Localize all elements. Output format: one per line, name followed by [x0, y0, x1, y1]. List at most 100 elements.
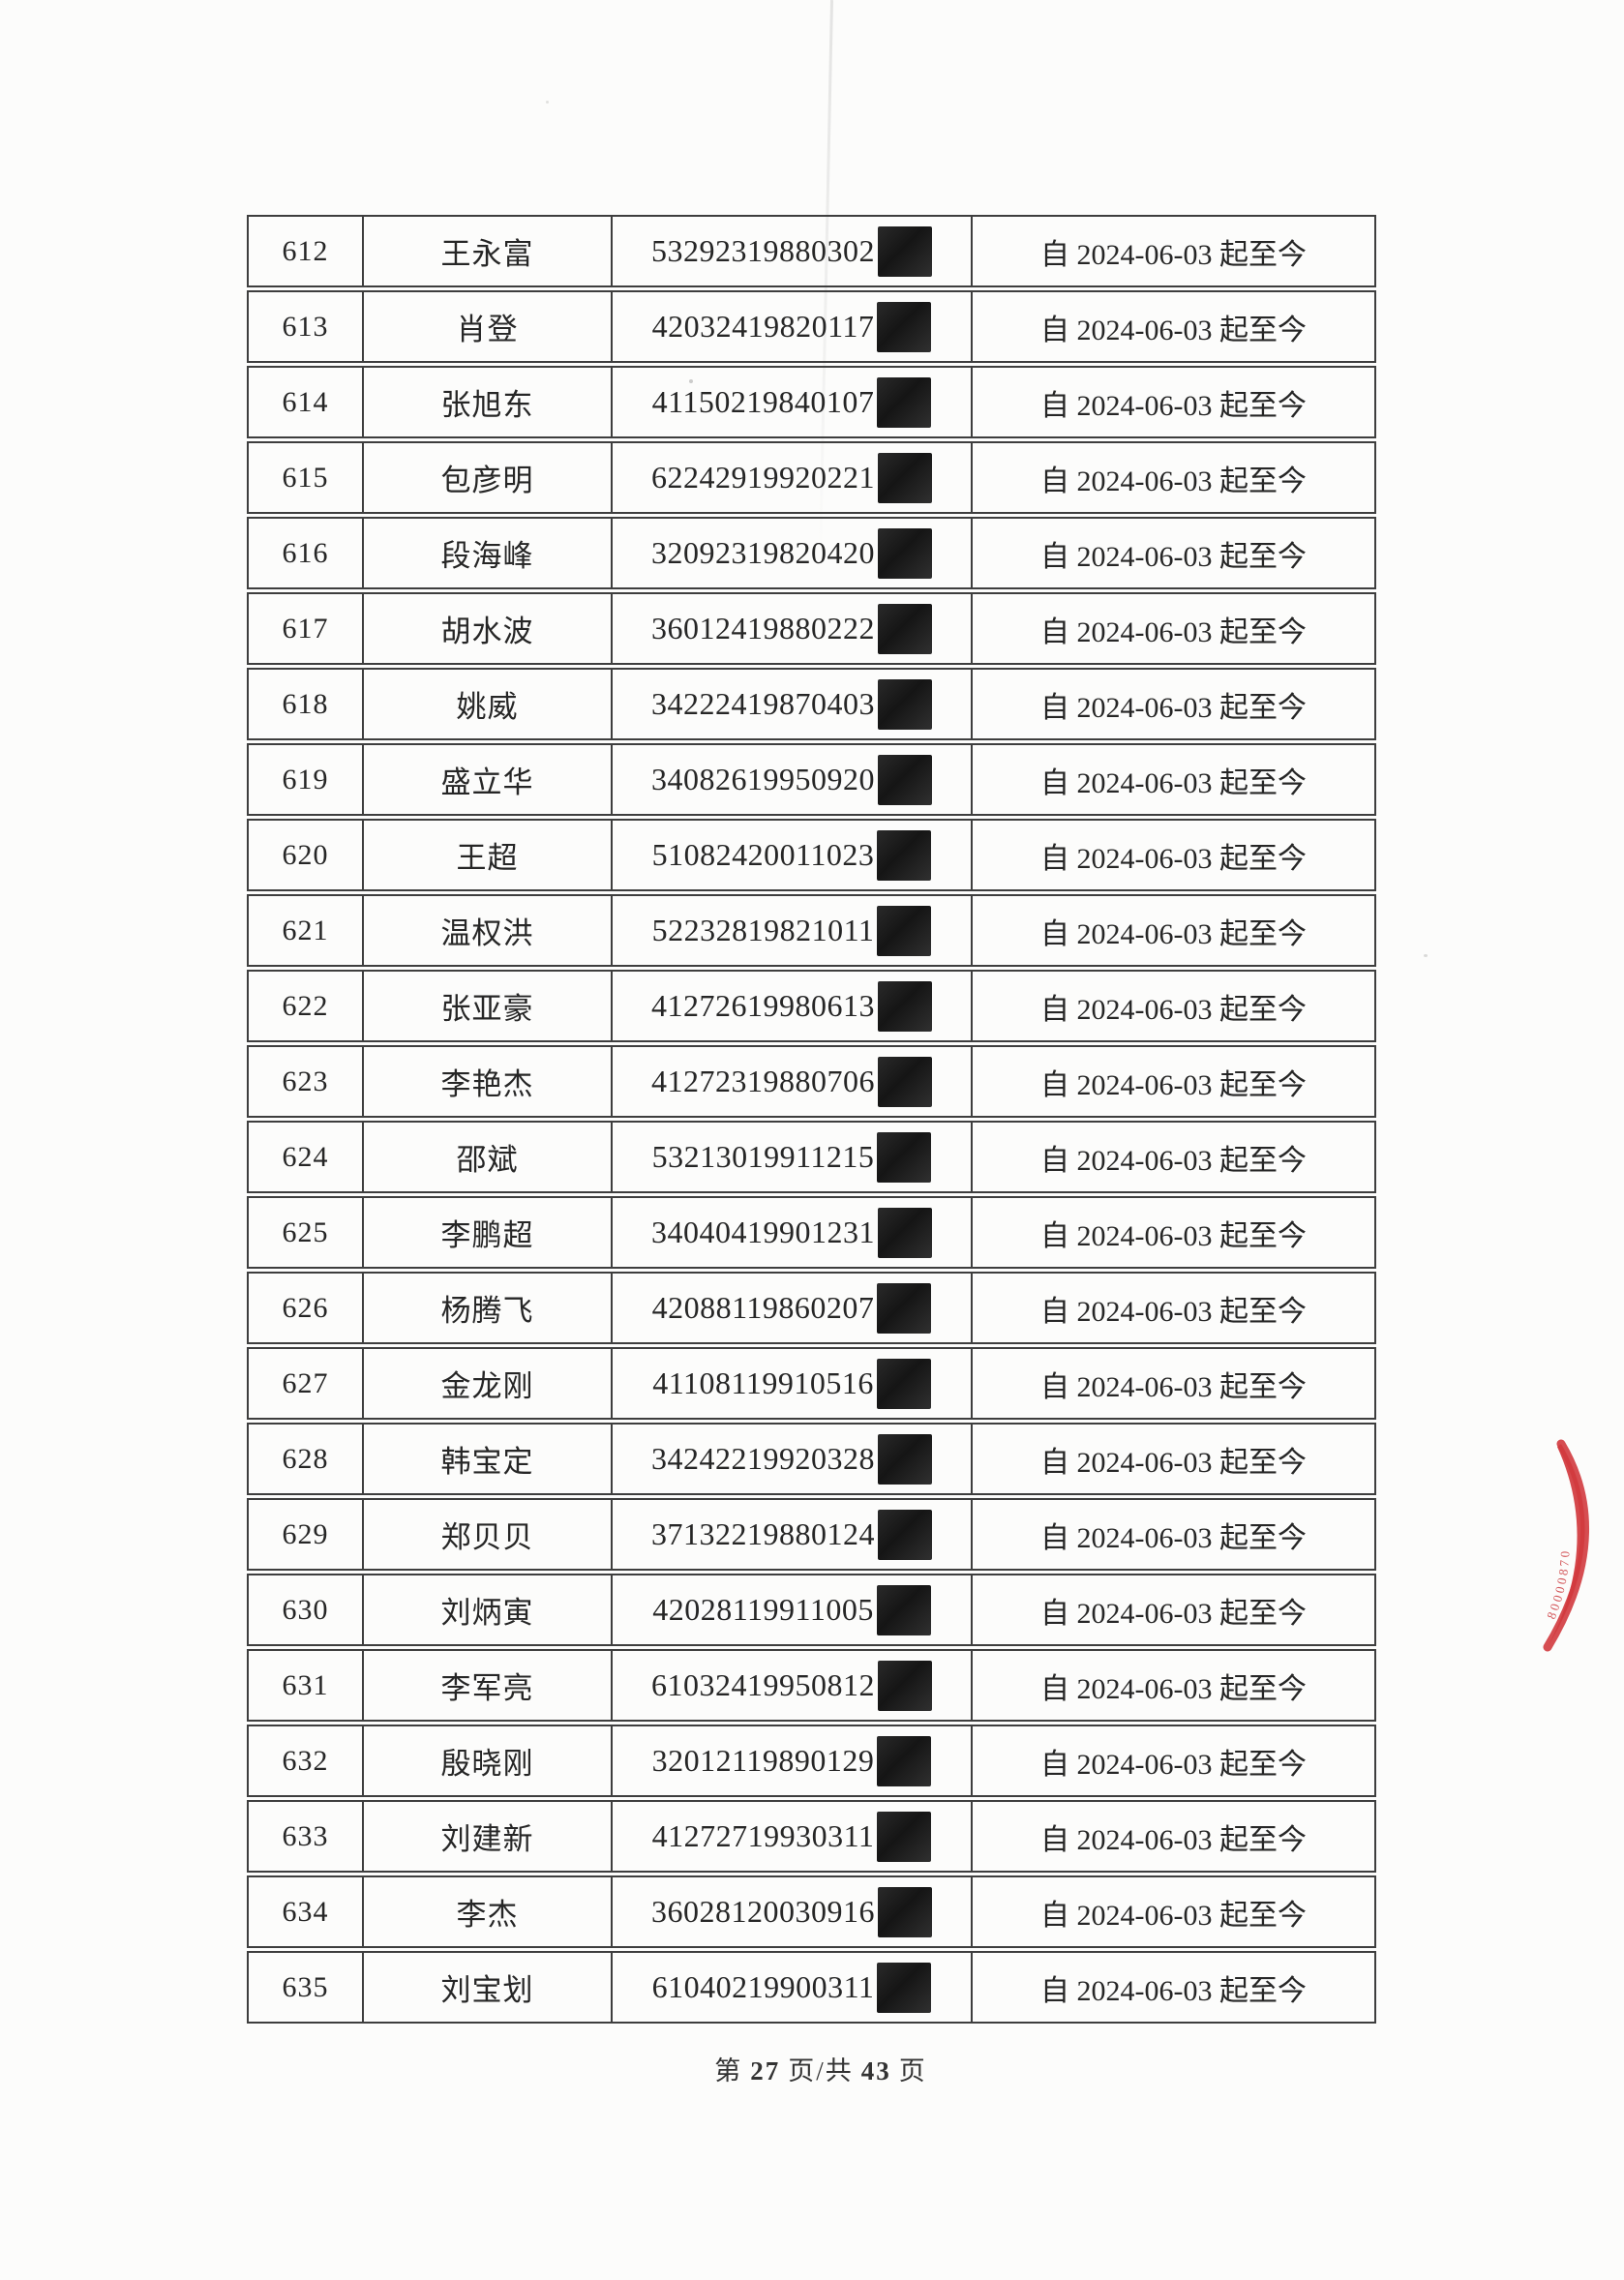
redaction-box: [877, 1735, 932, 1786]
validity-period: 自 2024-06-03 起至今: [1040, 1899, 1307, 1932]
id-cell: 34242219920328: [611, 1425, 971, 1493]
person-name: 包彦明: [440, 464, 534, 497]
period-cell: 自 2024-06-03 起至今: [971, 1953, 1374, 2022]
person-name: 张亚豪: [440, 992, 534, 1026]
name-cell: 温权洪: [362, 896, 611, 965]
serial-cell: 622: [249, 972, 362, 1040]
id-cell: 52232819821011: [611, 896, 971, 965]
validity-period: 自 2024-06-03 起至今: [1040, 1748, 1307, 1781]
redaction-box: [878, 1207, 932, 1258]
id-cell: 42032419820117: [611, 292, 971, 361]
serial-cell: 625: [249, 1198, 362, 1267]
redaction-box: [878, 603, 932, 654]
serial-number: 634: [282, 1895, 329, 1928]
footer-total-pages: 43: [860, 2056, 891, 2085]
name-cell: 肖登: [362, 292, 611, 361]
period-cell: 自 2024-06-03 起至今: [971, 896, 1374, 965]
name-cell: 金龙刚: [362, 1349, 611, 1418]
table-row: 615 包彦明 62242919920221 自 2024-06-03 起至今: [247, 441, 1376, 514]
redaction-box: [877, 376, 932, 428]
person-name: 王永富: [440, 237, 534, 271]
id-number: 61032419950812: [651, 1667, 875, 1702]
person-name: 刘宝划: [440, 1973, 534, 2007]
serial-cell: 629: [249, 1500, 362, 1569]
validity-period: 自 2024-06-03 起至今: [1040, 1672, 1307, 1705]
table-row: 616 段海峰 32092319820420 自 2024-06-03 起至今: [247, 517, 1376, 589]
validity-period: 自 2024-06-03 起至今: [1040, 842, 1307, 875]
serial-number: 617: [282, 612, 329, 645]
validity-period: 自 2024-06-03 起至今: [1040, 1446, 1307, 1479]
id-cell: 34082619950920: [611, 745, 971, 814]
id-cell: 41272319880706: [611, 1047, 971, 1116]
name-cell: 刘宝划: [362, 1953, 611, 2022]
serial-cell: 634: [249, 1877, 362, 1946]
redaction-box: [877, 1282, 932, 1334]
period-cell: 自 2024-06-03 起至今: [971, 1726, 1374, 1795]
id-number: 41272719930311: [651, 1818, 875, 1853]
name-cell: 王超: [362, 821, 611, 889]
serial-number: 633: [282, 1819, 329, 1852]
id-number: 34242219920328: [651, 1441, 875, 1476]
serial-cell: 635: [249, 1953, 362, 2022]
period-cell: 自 2024-06-03 起至今: [971, 1575, 1374, 1644]
name-cell: 殷晓刚: [362, 1726, 611, 1795]
id-cell: 62242919920221: [611, 443, 971, 512]
period-cell: 自 2024-06-03 起至今: [971, 368, 1374, 436]
name-cell: 李杰: [362, 1877, 611, 1946]
redaction-box: [876, 1358, 931, 1409]
person-name: 刘炳寅: [440, 1596, 534, 1630]
redaction-box: [877, 1962, 932, 2013]
name-cell: 王永富: [362, 217, 611, 285]
id-cell: 61032419950812: [611, 1651, 971, 1720]
period-cell: 自 2024-06-03 起至今: [971, 1425, 1374, 1493]
redaction-box: [877, 301, 932, 352]
id-cell: 53292319880302: [611, 217, 971, 285]
validity-period: 自 2024-06-03 起至今: [1040, 314, 1307, 346]
svg-text:80000870: 80000870: [1544, 1548, 1573, 1621]
id-number: 32092319820420: [651, 535, 875, 570]
name-cell: 韩宝定: [362, 1425, 611, 1493]
id-number: 52232819821011: [651, 913, 875, 947]
validity-period: 自 2024-06-03 起至今: [1040, 1823, 1307, 1856]
serial-number: 622: [282, 989, 329, 1022]
serial-number: 624: [282, 1140, 329, 1173]
name-cell: 刘炳寅: [362, 1575, 611, 1644]
redaction-box: [877, 829, 932, 881]
serial-cell: 616: [249, 519, 362, 587]
name-cell: 刘建新: [362, 1802, 611, 1871]
person-name: 李杰: [456, 1898, 519, 1932]
period-cell: 自 2024-06-03 起至今: [971, 670, 1374, 738]
table-row: 617 胡水波 36012419880222 自 2024-06-03 起至今: [247, 592, 1376, 665]
scan-speck: [1424, 954, 1428, 957]
serial-number: 614: [282, 385, 329, 418]
name-cell: 盛立华: [362, 745, 611, 814]
serial-cell: 632: [249, 1726, 362, 1795]
table-row: 632 殷晓刚 32012119890129 自 2024-06-03 起至今: [247, 1725, 1376, 1797]
serial-number: 615: [282, 461, 329, 494]
serial-number: 620: [282, 838, 329, 871]
name-cell: 邵斌: [362, 1123, 611, 1191]
person-name: 郑贝贝: [440, 1520, 534, 1554]
serial-number: 630: [282, 1593, 329, 1626]
person-name: 肖登: [456, 313, 519, 346]
table-row: 631 李军亮 61032419950812 自 2024-06-03 起至今: [247, 1649, 1376, 1722]
serial-cell: 614: [249, 368, 362, 436]
redaction-box: [878, 1509, 932, 1560]
scan-speck: [689, 379, 693, 383]
redaction-box: [876, 1584, 931, 1635]
name-cell: 姚威: [362, 670, 611, 738]
id-cell: 51082420011023: [611, 821, 971, 889]
redaction-box: [878, 1433, 932, 1485]
serial-cell: 626: [249, 1274, 362, 1342]
red-stamp-arc: [1548, 1444, 1585, 1647]
serial-cell: 619: [249, 745, 362, 814]
name-cell: 郑贝贝: [362, 1500, 611, 1569]
footer-middle: 页/共: [788, 2056, 854, 2085]
validity-period: 自 2024-06-03 起至今: [1040, 238, 1307, 271]
period-cell: 自 2024-06-03 起至今: [971, 1500, 1374, 1569]
validity-period: 自 2024-06-03 起至今: [1040, 1597, 1307, 1630]
table-row: 619 盛立华 34082619950920 自 2024-06-03 起至今: [247, 743, 1376, 816]
name-cell: 李鹏超: [362, 1198, 611, 1267]
serial-cell: 624: [249, 1123, 362, 1191]
